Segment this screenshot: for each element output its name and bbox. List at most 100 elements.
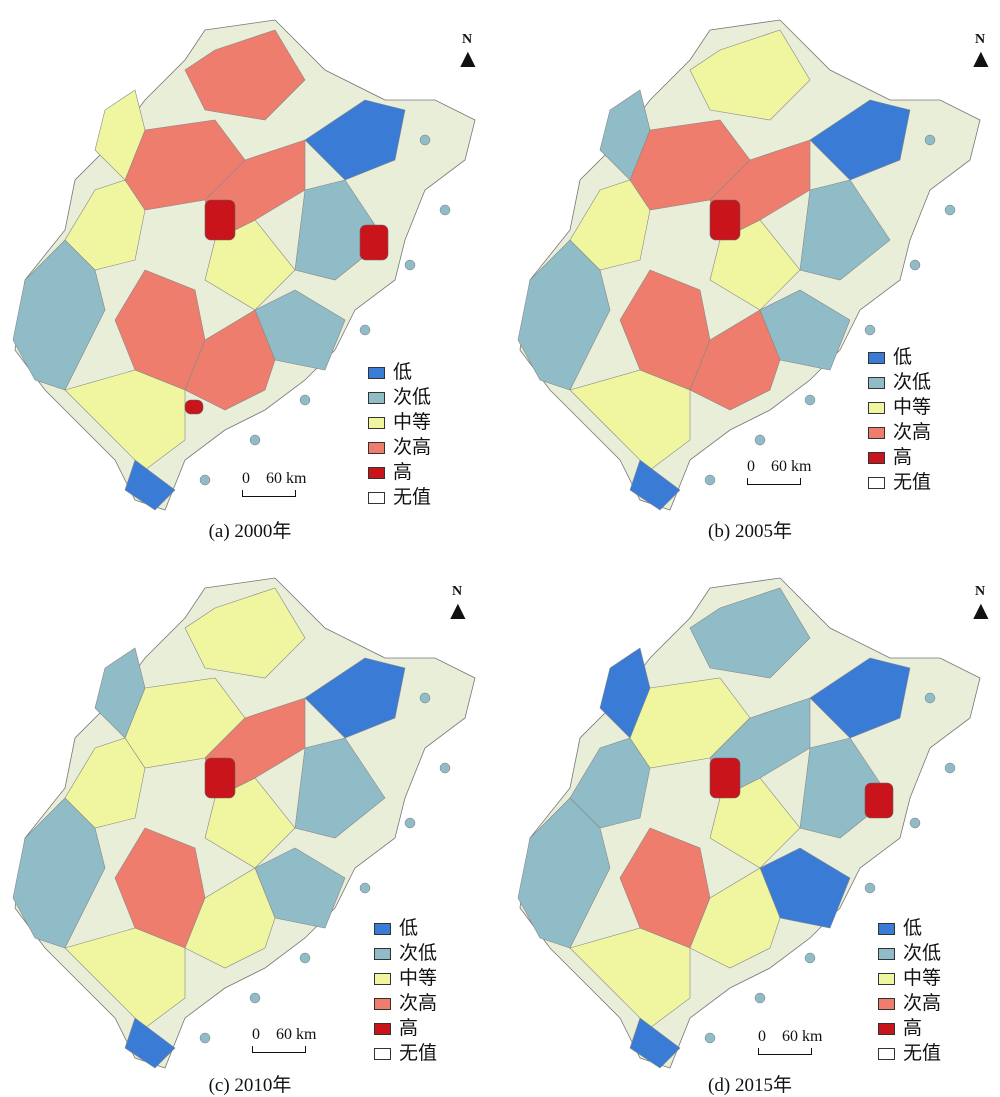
legend: 低次低 中等 次高高无值 — [868, 345, 931, 495]
legend-item: 高 — [374, 1016, 437, 1041]
island — [864, 324, 876, 336]
county-region — [809, 99, 911, 181]
map-panel-2015: N ▲ 低次低 中等次高高无值 0 60 km (d) 2015年 — [500, 548, 1000, 1096]
north-arrow: N ▲ — [455, 32, 481, 73]
island — [419, 134, 431, 146]
legend-item: 中等 — [878, 966, 941, 991]
legend-item: 中等 — [374, 966, 437, 991]
island — [909, 259, 921, 271]
map-panel-2005: N ▲ 低次低 中等 次高高无值 0 60 km (b) 2005年 — [500, 0, 1000, 548]
panel-caption: (b) 2005年 — [708, 521, 792, 542]
legend-item: 高 — [368, 460, 431, 485]
map-panel-2000: N ▲ 低次低 中等 次高高无值 0 60 km (a) 2000年 — [0, 0, 500, 548]
legend-label: 中等 — [893, 397, 932, 418]
county-region — [809, 657, 911, 739]
map-panel-2010: N ▲ 低次低 中等 次高高无值 0 60 km (c) 2010年 — [0, 548, 500, 1096]
county-region — [569, 369, 691, 471]
island — [439, 762, 451, 774]
county-region — [294, 737, 386, 839]
county-region — [799, 179, 891, 281]
island — [199, 1032, 211, 1044]
legend-item: 高 — [878, 1016, 941, 1041]
county-region — [689, 587, 811, 679]
scale-bar: 0 60 km — [747, 458, 811, 485]
legend-swatch — [878, 1022, 895, 1035]
county-region — [759, 289, 851, 371]
legend-item: 低 — [868, 345, 931, 370]
legend-label: 次高 — [893, 422, 932, 443]
county-region — [629, 459, 681, 511]
county-region — [759, 847, 851, 929]
high-value-region — [709, 199, 741, 241]
county-region — [599, 647, 651, 739]
legend-item: 无值 — [368, 485, 431, 510]
legend-label: 次低 — [399, 943, 438, 964]
legend-swatch — [878, 972, 895, 985]
island — [439, 204, 451, 216]
county-region — [304, 657, 406, 739]
scale-bar: 0 60 km — [252, 1026, 316, 1053]
legend-swatch — [374, 997, 391, 1010]
island — [944, 762, 956, 774]
high-value-region — [709, 757, 741, 799]
island — [419, 692, 431, 704]
legend-item: 无值 — [868, 470, 931, 495]
legend-label: 低 — [893, 347, 913, 368]
north-arrow: N ▲ — [968, 32, 994, 73]
legend-label: 无值 — [393, 487, 432, 508]
province-map — [12, 19, 476, 511]
island — [924, 134, 936, 146]
legend-label: 无值 — [893, 472, 932, 493]
island — [299, 394, 311, 406]
legend-swatch — [878, 947, 895, 960]
legend-swatch — [878, 922, 895, 935]
legend-swatch — [868, 401, 885, 414]
legend-item: 次高 — [368, 435, 431, 460]
legend-label: 无值 — [399, 1043, 438, 1064]
county-region — [184, 29, 306, 121]
legend-item: 低 — [878, 916, 941, 941]
legend-label: 次低 — [393, 387, 432, 408]
legend-swatch — [374, 972, 391, 985]
legend-swatch — [368, 441, 385, 454]
county-region — [124, 459, 176, 511]
legend-item: 次高 — [374, 991, 437, 1016]
legend-label: 次高 — [903, 993, 942, 1014]
map-2005 — [517, 19, 981, 511]
island — [249, 434, 261, 446]
legend-swatch — [374, 947, 391, 960]
county-region — [254, 289, 346, 371]
map-2000 — [12, 19, 476, 511]
legend-swatch — [868, 351, 885, 364]
legend-swatch — [868, 426, 885, 439]
north-arrow: N ▲ — [968, 584, 994, 625]
legend-item: 低 — [368, 360, 431, 385]
legend-swatch — [374, 922, 391, 935]
legend-item: 次高 — [868, 420, 931, 445]
legend-label: 高 — [399, 1018, 419, 1039]
island — [359, 324, 371, 336]
county-region — [64, 927, 186, 1029]
legend-item: 无值 — [878, 1041, 941, 1066]
legend-item: 次低 — [878, 941, 941, 966]
scale-bar: 0 60 km — [242, 470, 306, 497]
island — [359, 882, 371, 894]
scale-bar: 0 60 km — [758, 1028, 822, 1055]
legend-swatch — [878, 1047, 895, 1060]
legend-label: 中等 — [903, 968, 942, 989]
legend-item: 次低 — [374, 941, 437, 966]
legend-item: 中等 — [368, 410, 431, 435]
high-value-region — [204, 757, 236, 799]
county-region — [184, 587, 306, 679]
legend-label: 高 — [393, 462, 413, 483]
province-map — [517, 577, 981, 1069]
legend: 低次低 中等次高高无值 — [878, 916, 941, 1066]
legend: 低次低 中等 次高高无值 — [368, 360, 431, 510]
panel-caption: (d) 2015年 — [708, 1075, 792, 1096]
county-region — [569, 927, 691, 1029]
island — [944, 204, 956, 216]
county-region — [304, 99, 406, 181]
legend-swatch — [368, 491, 385, 504]
province-map — [12, 577, 476, 1069]
legend-item: 次高 — [878, 991, 941, 1016]
